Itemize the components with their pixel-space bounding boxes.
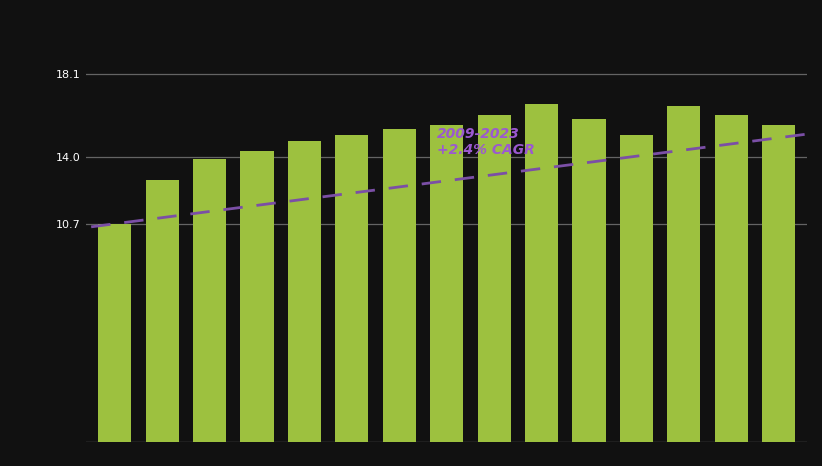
Bar: [525, 104, 558, 442]
Bar: [478, 115, 510, 442]
Bar: [383, 129, 416, 442]
Bar: [241, 151, 274, 442]
Bar: [762, 125, 795, 442]
Bar: [335, 135, 368, 442]
Bar: [572, 119, 606, 442]
Bar: [430, 125, 464, 442]
Bar: [667, 106, 700, 442]
Text: 2009-2023
+2.4% CAGR: 2009-2023 +2.4% CAGR: [437, 127, 535, 157]
Bar: [193, 159, 226, 442]
Bar: [288, 141, 321, 442]
Bar: [620, 135, 653, 442]
Bar: [99, 224, 132, 442]
Bar: [145, 179, 179, 442]
Bar: [714, 115, 748, 442]
